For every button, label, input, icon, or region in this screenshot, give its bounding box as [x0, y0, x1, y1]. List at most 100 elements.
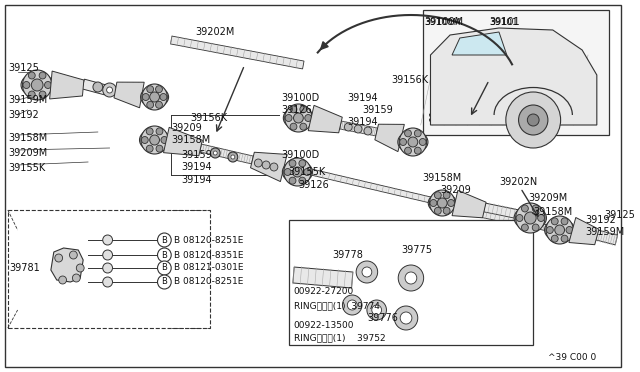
Circle shape — [103, 263, 113, 273]
Text: 39194: 39194 — [181, 162, 212, 172]
Ellipse shape — [282, 161, 312, 183]
Circle shape — [270, 163, 278, 171]
Circle shape — [538, 215, 545, 221]
Circle shape — [290, 106, 297, 113]
Bar — [289, 220, 533, 345]
Circle shape — [524, 212, 536, 224]
Circle shape — [435, 207, 441, 214]
Text: 39100M: 39100M — [424, 17, 461, 26]
Circle shape — [289, 160, 296, 167]
Circle shape — [39, 72, 46, 79]
Text: 39155K: 39155K — [8, 163, 45, 173]
Circle shape — [394, 306, 418, 330]
Text: B: B — [161, 263, 167, 273]
Text: 39775: 39775 — [401, 245, 432, 255]
Circle shape — [399, 138, 406, 145]
Circle shape — [367, 300, 387, 320]
Text: B: B — [161, 278, 167, 286]
Circle shape — [522, 224, 529, 231]
Polygon shape — [310, 169, 431, 203]
Circle shape — [22, 70, 52, 100]
Circle shape — [147, 86, 154, 93]
Circle shape — [419, 138, 426, 145]
Circle shape — [447, 199, 454, 206]
Circle shape — [300, 106, 307, 113]
Polygon shape — [569, 218, 599, 245]
Text: 39125: 39125 — [605, 210, 636, 220]
Polygon shape — [170, 36, 304, 69]
Text: 00922-27200: 00922-27200 — [294, 288, 354, 296]
Text: 39778: 39778 — [333, 250, 364, 260]
Circle shape — [561, 218, 568, 225]
Circle shape — [161, 137, 168, 144]
Polygon shape — [250, 152, 287, 182]
Circle shape — [437, 198, 447, 208]
Circle shape — [364, 127, 372, 135]
Text: 39159: 39159 — [362, 105, 393, 115]
Circle shape — [103, 250, 113, 260]
Circle shape — [150, 135, 159, 145]
Circle shape — [254, 159, 262, 167]
Circle shape — [262, 161, 270, 169]
Circle shape — [93, 82, 103, 92]
Circle shape — [354, 125, 362, 133]
Circle shape — [532, 205, 539, 212]
Text: 39202N: 39202N — [499, 177, 537, 187]
Ellipse shape — [141, 87, 168, 108]
Text: B 08120-8251E: B 08120-8251E — [174, 278, 244, 286]
Circle shape — [231, 155, 235, 159]
Text: 39194: 39194 — [348, 117, 378, 127]
Circle shape — [348, 300, 357, 310]
Ellipse shape — [21, 73, 53, 97]
Ellipse shape — [398, 131, 428, 153]
Circle shape — [156, 128, 163, 135]
Circle shape — [28, 72, 35, 79]
Circle shape — [285, 115, 292, 122]
Circle shape — [405, 272, 417, 284]
Circle shape — [299, 160, 306, 167]
Circle shape — [23, 81, 30, 89]
Text: B: B — [161, 250, 167, 260]
Text: B 08120-8251E: B 08120-8251E — [174, 235, 244, 244]
Ellipse shape — [140, 129, 170, 151]
Ellipse shape — [428, 193, 456, 214]
Circle shape — [404, 130, 412, 137]
Circle shape — [213, 151, 217, 155]
Text: 39194: 39194 — [181, 175, 212, 185]
Circle shape — [547, 227, 554, 234]
Circle shape — [141, 126, 168, 154]
Circle shape — [228, 152, 237, 162]
Circle shape — [72, 274, 80, 282]
Circle shape — [555, 225, 564, 235]
Polygon shape — [114, 82, 144, 108]
Circle shape — [444, 207, 450, 214]
Circle shape — [399, 128, 427, 156]
Circle shape — [157, 275, 172, 289]
Circle shape — [39, 91, 46, 98]
Circle shape — [518, 105, 548, 135]
Circle shape — [141, 137, 148, 144]
Circle shape — [342, 295, 362, 315]
Circle shape — [147, 145, 153, 152]
Circle shape — [290, 123, 297, 130]
Text: 39155K: 39155K — [289, 167, 326, 177]
Circle shape — [561, 235, 568, 242]
Text: 39101: 39101 — [489, 17, 518, 26]
Circle shape — [551, 235, 558, 242]
Circle shape — [150, 92, 159, 102]
Circle shape — [299, 177, 306, 184]
Circle shape — [147, 128, 153, 135]
Text: 39126: 39126 — [282, 105, 312, 115]
Polygon shape — [596, 230, 618, 245]
Bar — [8, 210, 211, 328]
Circle shape — [103, 277, 113, 287]
Text: 39781: 39781 — [10, 263, 40, 273]
Polygon shape — [50, 71, 84, 99]
Text: 39209: 39209 — [440, 185, 471, 195]
Polygon shape — [308, 105, 342, 133]
Circle shape — [527, 114, 539, 126]
Text: 39100M: 39100M — [424, 17, 464, 27]
Polygon shape — [460, 207, 548, 231]
Circle shape — [435, 192, 441, 199]
Text: B 08120-8351E: B 08120-8351E — [174, 250, 244, 260]
